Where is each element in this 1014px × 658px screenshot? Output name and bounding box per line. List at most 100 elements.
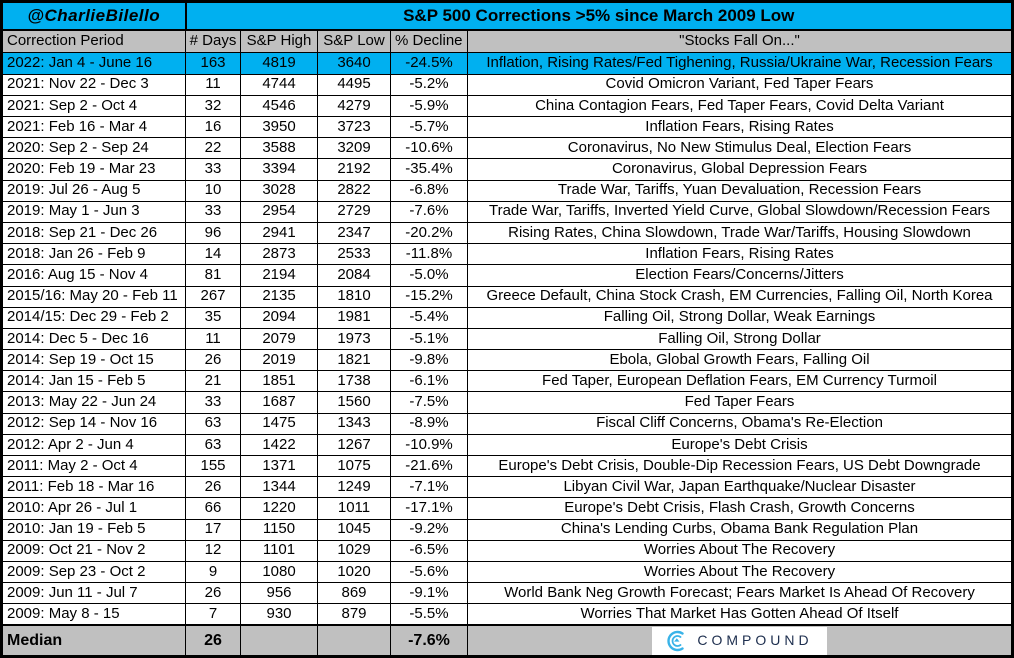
cell-high: 930: [240, 603, 318, 626]
cell-high: 1150: [240, 518, 318, 541]
cell-reason: Europe's Debt Crisis: [467, 433, 1012, 457]
cell-decline: -15.2%: [390, 285, 468, 308]
cell-low: 869: [317, 582, 391, 605]
median-days: 26: [185, 624, 241, 657]
column-header-high: S&P High: [240, 29, 318, 54]
cell-period: 2014/15: Dec 29 - Feb 2: [2, 306, 186, 329]
cell-low: 1075: [317, 455, 391, 478]
cell-days: 33: [185, 158, 241, 181]
table-row: 2014: Dec 5 - Dec 16 11 2079 1973 -5.1% …: [2, 327, 1012, 351]
table-title: S&P 500 Corrections >5% since March 2009…: [185, 1, 1012, 31]
cell-days: 155: [185, 455, 241, 478]
cell-low: 1011: [317, 497, 391, 520]
table-row: 2018: Jan 26 - Feb 9 14 2873 2533 -11.8%…: [2, 243, 1012, 266]
cell-high: 4819: [240, 52, 318, 75]
table-row: 2014: Jan 15 - Feb 5 21 1851 1738 -6.1% …: [2, 370, 1012, 393]
cell-days: 26: [185, 582, 241, 605]
cell-low: 2533: [317, 243, 391, 266]
cell-low: 1029: [317, 539, 391, 562]
compound-logo-text: COMPOUND: [697, 631, 813, 648]
cell-low: 2192: [317, 158, 391, 181]
cell-decline: -9.2%: [390, 518, 468, 541]
cell-low: 1560: [317, 391, 391, 414]
cell-low: 3640: [317, 52, 391, 75]
table-row: 2020: Sep 2 - Sep 24 22 3588 3209 -10.6%…: [2, 137, 1012, 160]
cell-reason: Worries About The Recovery: [467, 539, 1012, 562]
cell-high: 2941: [240, 221, 318, 245]
cell-period: 2019: May 1 - Jun 3: [2, 200, 186, 223]
cell-days: 96: [185, 221, 241, 245]
median-label: Median: [2, 624, 186, 657]
cell-low: 3209: [317, 137, 391, 160]
table-row: 2009: Jun 11 - Jul 7 26 956 869 -9.1% Wo…: [2, 582, 1012, 605]
cell-low: 1973: [317, 327, 391, 351]
cell-reason: Worries That Market Has Gotten Ahead Of …: [467, 603, 1012, 626]
cell-decline: -5.1%: [390, 327, 468, 351]
cell-period: 2011: May 2 - Oct 4: [2, 455, 186, 478]
cell-reason: Rising Rates, China Slowdown, Trade War/…: [467, 221, 1012, 245]
cell-period: 2022: Jan 4 - June 16: [2, 52, 186, 75]
cell-high: 2094: [240, 306, 318, 329]
cell-days: 11: [185, 327, 241, 351]
cell-decline: -5.4%: [390, 306, 468, 329]
cell-low: 1020: [317, 560, 391, 584]
cell-decline: -21.6%: [390, 455, 468, 478]
cell-decline: -10.9%: [390, 433, 468, 457]
table-row: 2021: Feb 16 - Mar 4 16 3950 3723 -5.7% …: [2, 116, 1012, 139]
cell-period: 2009: Oct 21 - Nov 2: [2, 539, 186, 562]
cell-days: 163: [185, 52, 241, 75]
cell-reason: Election Fears/Concerns/Jitters: [467, 264, 1012, 287]
cell-decline: -6.5%: [390, 539, 468, 562]
cell-period: 2013: May 22 - Jun 24: [2, 391, 186, 414]
cell-decline: -8.9%: [390, 412, 468, 435]
cell-decline: -9.1%: [390, 582, 468, 605]
cell-days: 26: [185, 476, 241, 499]
cell-days: 9: [185, 560, 241, 584]
cell-high: 4744: [240, 73, 318, 96]
cell-period: 2014: Dec 5 - Dec 16: [2, 327, 186, 351]
cell-high: 2194: [240, 264, 318, 287]
cell-decline: -6.8%: [390, 179, 468, 202]
cell-high: 3028: [240, 179, 318, 202]
cell-high: 1851: [240, 370, 318, 393]
cell-reason: Inflation, Rising Rates/Fed Tighening, R…: [467, 52, 1012, 75]
cell-days: 22: [185, 137, 241, 160]
cell-days: 21: [185, 370, 241, 393]
table-row: 2009: Oct 21 - Nov 2 12 1101 1029 -6.5% …: [2, 539, 1012, 562]
cell-period: 2012: Sep 14 - Nov 16: [2, 412, 186, 435]
cell-days: 12: [185, 539, 241, 562]
table-row: 2011: Feb 18 - Mar 16 26 1344 1249 -7.1%…: [2, 476, 1012, 499]
cell-period: 2020: Sep 2 - Sep 24: [2, 137, 186, 160]
cell-decline: -5.0%: [390, 264, 468, 287]
cell-low: 1267: [317, 433, 391, 457]
table-row: 2016: Aug 15 - Nov 4 81 2194 2084 -5.0% …: [2, 264, 1012, 287]
cell-high: 1101: [240, 539, 318, 562]
table-row: 2012: Sep 14 - Nov 16 63 1475 1343 -8.9%…: [2, 412, 1012, 435]
cell-high: 1422: [240, 433, 318, 457]
title-row: @CharlieBilello S&P 500 Corrections >5% …: [2, 1, 1012, 31]
cell-low: 2347: [317, 221, 391, 245]
cell-reason: Fed Taper Fears: [467, 391, 1012, 414]
cell-high: 3950: [240, 116, 318, 139]
cell-days: 35: [185, 306, 241, 329]
column-header-days: # Days: [185, 29, 241, 54]
cell-reason: Fed Taper, European Deflation Fears, EM …: [467, 370, 1012, 393]
cell-decline: -6.1%: [390, 370, 468, 393]
cell-reason: Libyan Civil War, Japan Earthquake/Nucle…: [467, 476, 1012, 499]
table-row: 2021: Nov 22 - Dec 3 11 4744 4495 -5.2% …: [2, 73, 1012, 96]
cell-days: 63: [185, 433, 241, 457]
cell-period: 2018: Jan 26 - Feb 9: [2, 243, 186, 266]
cell-period: 2021: Nov 22 - Dec 3: [2, 73, 186, 96]
table-row: 2010: Jan 19 - Feb 5 17 1150 1045 -9.2% …: [2, 518, 1012, 541]
cell-days: 63: [185, 412, 241, 435]
table-row: 2013: May 22 - Jun 24 33 1687 1560 -7.5%…: [2, 391, 1012, 414]
cell-reason: Europe's Debt Crisis, Flash Crash, Growt…: [467, 497, 1012, 520]
cell-high: 4546: [240, 94, 318, 118]
column-header-decline: % Decline: [390, 29, 468, 54]
cell-reason: Trade War, Tariffs, Yuan Devaluation, Re…: [467, 179, 1012, 202]
cell-reason: Covid Omicron Variant, Fed Taper Fears: [467, 73, 1012, 96]
cell-reason: Falling Oil, Strong Dollar, Weak Earning…: [467, 306, 1012, 329]
table-row: 2019: Jul 26 - Aug 5 10 3028 2822 -6.8% …: [2, 179, 1012, 202]
column-header-low: S&P Low: [317, 29, 391, 54]
cell-days: 7: [185, 603, 241, 626]
